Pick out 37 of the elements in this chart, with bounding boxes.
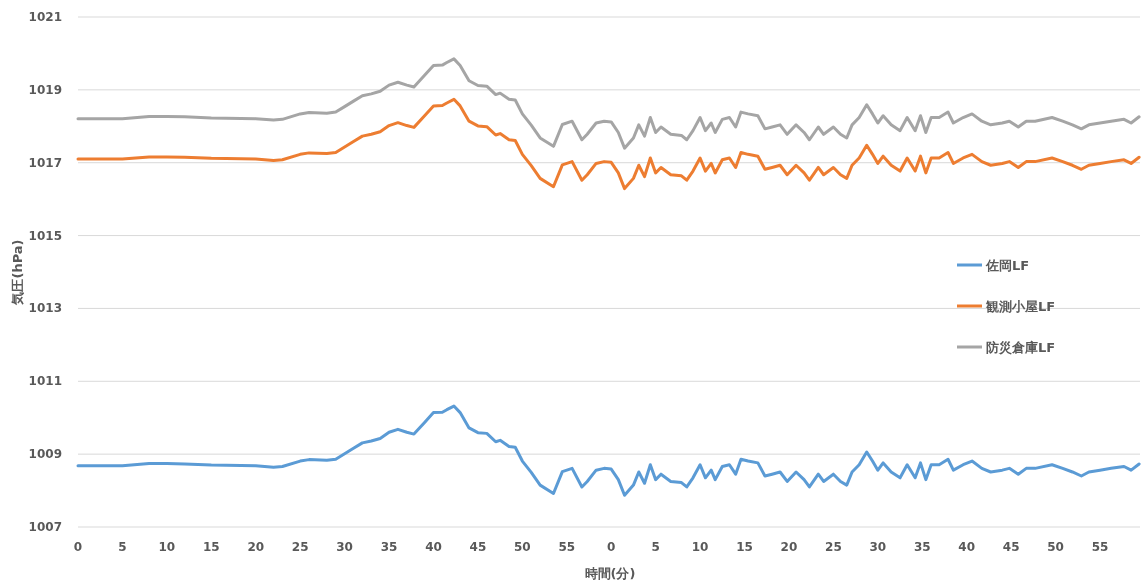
x-tick-label: 45 [469,540,487,554]
x-tick-label: 55 [558,540,576,554]
legend-label: 防災倉庫LF [986,340,1056,355]
x-tick-label: 55 [1091,540,1109,554]
x-tick-label: 15 [202,540,220,554]
y-tick-label: 1015 [28,228,62,243]
x-tick-label: 45 [1002,540,1020,554]
y-tick-label: 1021 [28,10,62,24]
x-tick-label: 35 [380,540,398,554]
x-tick-label: 35 [913,540,931,554]
y-tick-label: 1017 [28,155,62,170]
x-tick-label: 5 [651,540,660,554]
x-tick-label: 50 [1047,540,1064,554]
x-tick-label: 50 [514,540,531,554]
x-tick-label: 0 [73,540,83,554]
x-tick-label: 20 [247,540,265,554]
x-tick-label: 10 [158,540,176,554]
legend-label: 観測小屋LF [985,299,1056,314]
y-tick-label: 1007 [28,520,62,534]
x-tick-label: 40 [425,540,442,554]
x-tick-label: 25 [291,540,309,554]
y-axis-title: 気圧(hPa) [10,239,25,306]
x-tick-label: 40 [958,540,976,554]
x-tick-label: 25 [825,540,842,554]
x-tick-label: 30 [869,540,887,554]
x-tick-label: 15 [736,540,753,554]
x-tick-label: 20 [780,540,798,554]
x-axis-title: 時間(分) [584,566,636,581]
x-tick-label: 5 [118,540,127,554]
y-tick-label: 1013 [28,301,62,316]
y-tick-label: 1009 [28,447,62,462]
x-tick-label: 10 [691,540,709,554]
y-tick-label: 1011 [28,374,62,389]
legend-label: 佐岡LF [985,258,1030,273]
x-tick-label: 30 [336,540,353,554]
y-tick-label: 1019 [28,82,62,97]
x-tick-label: 0 [607,540,616,554]
